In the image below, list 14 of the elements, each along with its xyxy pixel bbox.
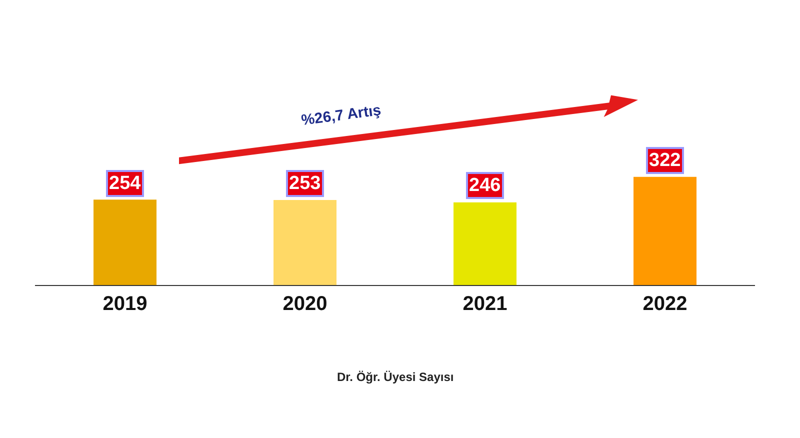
text: %26,7 Artış [300, 102, 382, 130]
data-label: 322 [649, 150, 681, 171]
x-tick-label: 2022 [642, 293, 688, 315]
x-tick-label: 2020 [282, 293, 328, 315]
bar [634, 176, 696, 285]
data-label: 254 [109, 173, 142, 194]
bar [274, 200, 336, 285]
x-tick-label: 2021 [462, 293, 508, 315]
bar [454, 202, 516, 285]
x-axis-title: Dr. Öğr. Üyesi Sayısı [337, 370, 454, 384]
bar [94, 200, 156, 285]
data-label: 246 [469, 175, 501, 196]
x-tick-label: 2019 [102, 293, 148, 315]
data-label: 253 [289, 173, 321, 194]
